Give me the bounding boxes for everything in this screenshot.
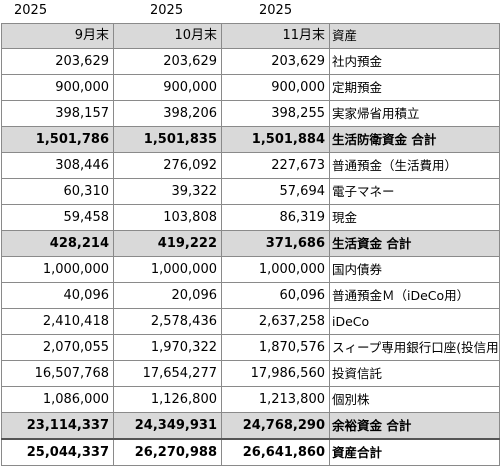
value-cell-sep: 1,086,000: [1, 386, 114, 413]
asset-label-cell: 現金: [329, 204, 500, 231]
header-month-oct: 10月末: [113, 23, 222, 49]
value-cell-oct: 1,126,800: [113, 386, 222, 413]
value-cell-oct: 900,000: [113, 74, 222, 101]
header-month-sep: 9月末: [1, 23, 114, 49]
table-row: 60,310 39,322 57,694 電子マネー: [1, 178, 500, 205]
table-row: 308,446 276,092 227,673 普通預金（生活費用）: [1, 152, 500, 179]
value-cell-nov: 1,213,800: [221, 386, 330, 413]
value-cell-oct: 2,578,436: [113, 308, 222, 335]
value-cell-sep: 900,000: [1, 74, 114, 101]
value-cell-sep: 60,310: [1, 178, 114, 205]
value-cell-oct: 1,970,322: [113, 334, 222, 361]
value-cell-oct: 276,092: [113, 152, 222, 179]
value-cell-nov: 398,255: [221, 100, 330, 127]
asset-label-cell: 生活資金 合計: [329, 230, 500, 257]
table-row: 1,000,000 1,000,000 1,000,000 国内債券: [1, 256, 500, 283]
value-cell-oct: 419,222: [113, 230, 222, 257]
table-row: 40,096 20,096 60,096 普通預金Ｍ（iDeCo用）: [1, 282, 500, 309]
value-cell-nov: 1,501,884: [221, 126, 330, 153]
table-row: 1,086,000 1,126,800 1,213,800 個別株: [1, 386, 500, 413]
asset-label-cell: 電子マネー: [329, 178, 500, 205]
value-cell-nov: 900,000: [221, 74, 330, 101]
asset-label-cell: 普通預金Ｍ（iDeCo用）: [329, 282, 500, 309]
value-cell-sep: 16,507,768: [1, 360, 114, 387]
asset-label-cell: 社内預金: [329, 48, 500, 75]
value-cell-sep: 1,501,786: [1, 126, 114, 153]
asset-label-cell: スィープ専用銀行口座(投信用): [329, 334, 500, 361]
table-row: 16,507,768 17,654,277 17,986,560 投資信託: [1, 360, 500, 387]
asset-label-cell: 生活防衛資金 合計: [329, 126, 500, 153]
asset-table: 9月末 10月末 11月末 資産 203,629 203,629 203,629 社内…: [1, 23, 500, 466]
value-cell-nov: 203,629: [221, 48, 330, 75]
year-label-sep: 2025: [14, 3, 48, 18]
value-cell-nov: 2,637,258: [221, 308, 330, 335]
asset-label-cell: 余裕資金 合計: [329, 412, 500, 440]
value-cell-nov: 24,768,290: [221, 412, 330, 440]
asset-label-cell: 投資信託: [329, 360, 500, 387]
value-cell-sep: 2,410,418: [1, 308, 114, 335]
value-cell-oct: 103,808: [113, 204, 222, 231]
year-row: 2025 2025 2025: [0, 0, 500, 21]
value-cell-sep: 1,000,000: [1, 256, 114, 283]
value-cell-nov: 17,986,560: [221, 360, 330, 387]
value-cell-sep: 25,044,337: [1, 438, 114, 466]
asset-table-body: 9月末 10月末 11月末 資産 203,629 203,629 203,629 社内…: [1, 23, 500, 466]
value-cell-sep: 428,214: [1, 230, 114, 257]
value-cell-nov: 26,641,860: [221, 438, 330, 466]
year-label-nov: 2025: [259, 3, 293, 18]
year-label-oct: 2025: [150, 3, 184, 18]
asset-label-cell: iDeCo: [329, 308, 500, 335]
value-cell-nov: 60,096: [221, 282, 330, 309]
value-cell-sep: 203,629: [1, 48, 114, 75]
value-cell-oct: 398,206: [113, 100, 222, 127]
header-asset-label: 資産: [329, 23, 500, 49]
value-cell-nov: 57,694: [221, 178, 330, 205]
header-row: 9月末 10月末 11月末 資産: [1, 23, 500, 49]
table-row: 2,410,418 2,578,436 2,637,258 iDeCo: [1, 308, 500, 335]
header-month-nov: 11月末: [221, 23, 330, 49]
value-cell-sep: 2,070,055: [1, 334, 114, 361]
table-row: 203,629 203,629 203,629 社内預金: [1, 48, 500, 75]
subtotal-row: 1,501,786 1,501,835 1,501,884 生活防衛資金 合計: [1, 126, 500, 153]
value-cell-nov: 86,319: [221, 204, 330, 231]
asset-label-cell: 資産合計: [329, 438, 500, 466]
value-cell-sep: 59,458: [1, 204, 114, 231]
value-cell-oct: 26,270,988: [113, 438, 222, 466]
value-cell-oct: 203,629: [113, 48, 222, 75]
value-cell-sep: 308,446: [1, 152, 114, 179]
value-cell-nov: 227,673: [221, 152, 330, 179]
value-cell-nov: 1,000,000: [221, 256, 330, 283]
total-row: 25,044,337 26,270,988 26,641,860 資産合計: [1, 438, 500, 466]
value-cell-oct: 20,096: [113, 282, 222, 309]
table-row: 59,458 103,808 86,319 現金: [1, 204, 500, 231]
table-row: 398,157 398,206 398,255 実家帰省用積立: [1, 100, 500, 127]
value-cell-sep: 40,096: [1, 282, 114, 309]
table-row: 2,070,055 1,970,322 1,870,576 スィープ専用銀行口座(投信…: [1, 334, 500, 361]
value-cell-sep: 23,114,337: [1, 412, 114, 440]
value-cell-oct: 39,322: [113, 178, 222, 205]
value-cell-nov: 371,686: [221, 230, 330, 257]
asset-label-cell: 国内債券: [329, 256, 500, 283]
subtotal-row: 428,214 419,222 371,686 生活資金 合計: [1, 230, 500, 257]
asset-label-cell: 普通預金（生活費用）: [329, 152, 500, 179]
subtotal-row: 23,114,337 24,349,931 24,768,290 余裕資金 合計: [1, 412, 500, 440]
value-cell-oct: 1,501,835: [113, 126, 222, 153]
value-cell-oct: 1,000,000: [113, 256, 222, 283]
asset-label-cell: 実家帰省用積立: [329, 100, 500, 127]
table-row: 900,000 900,000 900,000 定期預金: [1, 74, 500, 101]
value-cell-sep: 398,157: [1, 100, 114, 127]
value-cell-oct: 17,654,277: [113, 360, 222, 387]
asset-label-cell: 個別株: [329, 386, 500, 413]
asset-label-cell: 定期預金: [329, 74, 500, 101]
value-cell-nov: 1,870,576: [221, 334, 330, 361]
value-cell-oct: 24,349,931: [113, 412, 222, 440]
